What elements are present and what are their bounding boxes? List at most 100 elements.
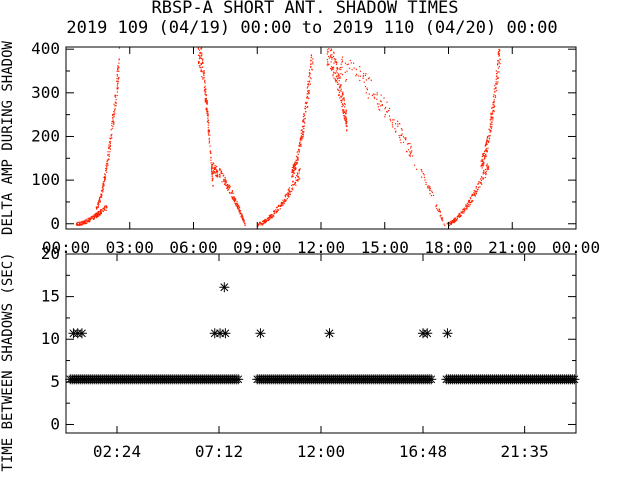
top-data-point: [340, 88, 342, 90]
top-data-point: [226, 187, 228, 189]
top-data-point: [296, 179, 299, 181]
top-data-point: [389, 118, 391, 120]
top-data-point: [463, 207, 465, 209]
top-data-point: [207, 129, 210, 131]
top-data-point: [282, 199, 284, 201]
top-data-point: [215, 170, 218, 172]
top-data-point: [243, 218, 245, 221]
top-data-point: [495, 76, 498, 78]
top-data-point: [238, 206, 240, 209]
top-data-point: [487, 167, 489, 169]
top-data-point: [112, 113, 114, 116]
top-data-point: [104, 179, 106, 181]
top-data-point: [478, 181, 480, 183]
top-data-point: [485, 173, 487, 175]
top-data-point: [206, 109, 208, 111]
top-data-point: [236, 204, 238, 206]
top-data-point: [334, 72, 336, 74]
top-data-point: [307, 93, 309, 95]
top-data-point: [490, 126, 492, 128]
top-data-point: [473, 192, 475, 194]
top-data-point: [102, 189, 104, 191]
top-data-point: [116, 74, 118, 76]
top-data-point: [310, 66, 312, 68]
top-data-point: [116, 91, 118, 93]
top-data-point: [292, 189, 294, 191]
top-data-point: [496, 71, 499, 73]
top-data-point: [353, 67, 355, 69]
top-data-point: [333, 77, 335, 79]
top-data-point: [448, 222, 451, 224]
top-data-point: [343, 117, 345, 119]
top-data-point: [343, 115, 345, 117]
top-data-point: [216, 170, 219, 172]
top-data-point: [450, 220, 452, 222]
top-data-point: [486, 169, 488, 171]
top-data-point: [107, 154, 109, 156]
top-data-point: [98, 210, 100, 213]
top-data-point: [213, 163, 215, 165]
top-data-point: [211, 163, 214, 166]
top-data-point: [299, 145, 301, 148]
top-data-point: [439, 215, 441, 217]
top-data-point: [227, 186, 229, 188]
top-data-point: [302, 131, 304, 133]
top-data-point: [232, 196, 234, 198]
top-data-point: [341, 103, 344, 105]
top-data-point: [326, 53, 328, 55]
top-data-point: [485, 149, 487, 152]
top-data-point: [301, 129, 303, 131]
top-data-point: [497, 63, 499, 65]
top-data-point: [491, 121, 493, 123]
top-data-point: [303, 115, 306, 117]
top-data-point: [486, 143, 488, 146]
top-data-point: [359, 75, 361, 77]
top-data-point: [214, 172, 216, 174]
top-data-point: [109, 137, 111, 139]
top-data-point: [497, 81, 499, 83]
top-data-point: [291, 169, 293, 172]
top-data-point: [203, 70, 205, 73]
top-data-point: [311, 68, 313, 70]
top-data-point: [444, 224, 446, 227]
top-data-point: [208, 141, 211, 143]
top-data-point: [296, 161, 298, 164]
top-data-point: [296, 151, 298, 153]
top-data-point: [288, 193, 291, 195]
top-data-point: [200, 55, 202, 57]
top-data-point: [197, 62, 200, 65]
top-data-point: [116, 85, 118, 87]
top-data-point: [299, 137, 301, 139]
top-data-point: [457, 215, 460, 217]
top-data-point: [491, 113, 494, 115]
top-data-point: [290, 190, 293, 192]
top-data-point: [201, 62, 203, 65]
top-data-point: [466, 205, 468, 207]
top-data-point: [327, 49, 329, 51]
top-data-point: [109, 138, 111, 140]
top-data-point: [306, 93, 308, 95]
top-data-point: [239, 211, 241, 213]
top-data-point: [337, 68, 339, 70]
top-data-point: [440, 214, 442, 216]
top-data-point: [346, 129, 348, 131]
bottom-y-tick-label: 10: [41, 329, 60, 348]
top-data-point: [227, 184, 230, 186]
top-data-point: [345, 122, 348, 124]
top-data-point: [208, 122, 210, 124]
top-data-point: [112, 113, 115, 115]
top-data-point: [493, 100, 495, 103]
top-data-point: [312, 61, 314, 63]
top-data-point: [441, 219, 443, 221]
top-data-point: [241, 214, 243, 216]
top-data-point: [104, 205, 106, 207]
top-data-point: [293, 163, 296, 165]
top-data-point: [490, 113, 492, 116]
top-data-point: [93, 218, 95, 220]
top-data-point: [265, 221, 267, 223]
top-data-point: [230, 192, 232, 194]
top-data-point: [269, 214, 271, 216]
top-data-point: [284, 194, 286, 197]
top-data-point: [303, 113, 305, 116]
top-data-point: [303, 125, 305, 127]
